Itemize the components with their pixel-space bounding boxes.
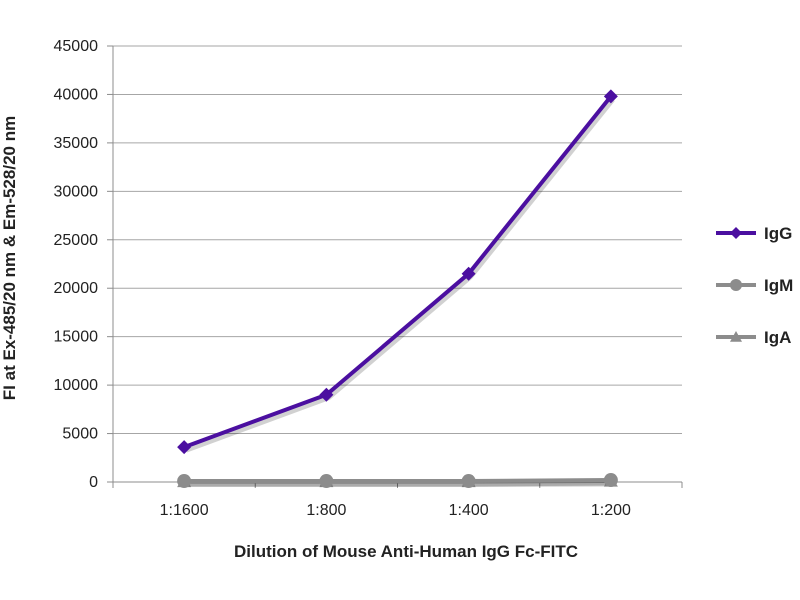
- series-line-igm: [184, 478, 611, 484]
- legend-marker-iga: [730, 331, 742, 342]
- legend-label-igg: IgG: [764, 224, 792, 243]
- x-axis-title: Dilution of Mouse Anti-Human IgG Fc-FITC: [234, 542, 578, 561]
- y-tick-label: 30000: [54, 183, 99, 200]
- legend-marker-igg: [730, 227, 742, 239]
- data-point-igg: [319, 387, 334, 402]
- series-shadow-igm: [186, 480, 613, 487]
- y-tick-label: 40000: [54, 86, 99, 103]
- data-point-igm: [319, 474, 334, 489]
- legend: IgG IgM IgA: [716, 224, 793, 347]
- data-point-igg: [177, 440, 192, 455]
- x-tick-labels: 1:1600 1:800 1:400 1:200: [160, 502, 631, 519]
- y-tick-label: 15000: [54, 329, 99, 346]
- y-tick-label: 25000: [54, 232, 99, 249]
- y-tick-label: 45000: [54, 38, 99, 55]
- y-tick-labels: 0 5000 10000 15000 20000 25000 30000 35000 40000…: [54, 38, 99, 491]
- legend-marker-igm: [730, 279, 742, 291]
- y-axis-title: FI at Ex-485/20 nm & Em-528/20 nm: [0, 116, 19, 400]
- y-tick-label: 5000: [62, 426, 98, 443]
- data-point-igg: [603, 89, 618, 104]
- y-tick-label: 20000: [54, 280, 99, 297]
- legend-label-igm: IgM: [764, 276, 793, 295]
- series: [177, 89, 618, 489]
- series-line-igg: [183, 95, 613, 449]
- x-tick-label: 1:800: [306, 502, 346, 519]
- x-tick-label: 1:400: [449, 502, 489, 519]
- data-point-igm: [461, 474, 476, 489]
- y-tick-label: 10000: [54, 377, 99, 394]
- series-shadow-igg: [185, 97, 615, 453]
- legend-label-iga: IgA: [764, 328, 791, 347]
- data-point-igg: [461, 266, 476, 281]
- x-tick-label: 1:200: [591, 502, 631, 519]
- y-tick-label: 0: [89, 474, 98, 491]
- y-tick-label: 35000: [54, 135, 99, 152]
- x-tick-label: 1:1600: [160, 502, 209, 519]
- data-point-igm: [603, 473, 618, 488]
- data-point-igm: [177, 474, 192, 489]
- gridlines: [113, 45, 682, 435]
